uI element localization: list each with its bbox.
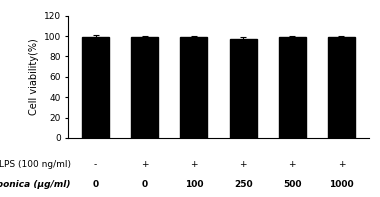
Text: +: +	[239, 160, 247, 169]
Text: +: +	[141, 160, 149, 169]
Text: 500: 500	[283, 180, 301, 189]
Text: 100: 100	[185, 180, 203, 189]
Text: 250: 250	[234, 180, 252, 189]
Bar	[230, 39, 256, 138]
Text: LPS (100 ng/ml): LPS (100 ng/ml)	[0, 160, 71, 169]
Text: 0: 0	[92, 180, 99, 189]
Y-axis label: Cell viability(%): Cell viability(%)	[29, 38, 40, 115]
Text: 1000: 1000	[329, 180, 354, 189]
Text: 0: 0	[142, 180, 148, 189]
Text: Ulmus davidiana var. japonica (μg/ml): Ulmus davidiana var. japonica (μg/ml)	[0, 180, 71, 189]
Bar	[131, 37, 158, 138]
Bar	[82, 37, 109, 138]
Bar	[328, 37, 355, 138]
Bar	[180, 37, 207, 138]
Text: +: +	[288, 160, 296, 169]
Text: +: +	[190, 160, 198, 169]
Text: +: +	[338, 160, 345, 169]
Bar	[279, 37, 306, 138]
Text: -: -	[94, 160, 97, 169]
